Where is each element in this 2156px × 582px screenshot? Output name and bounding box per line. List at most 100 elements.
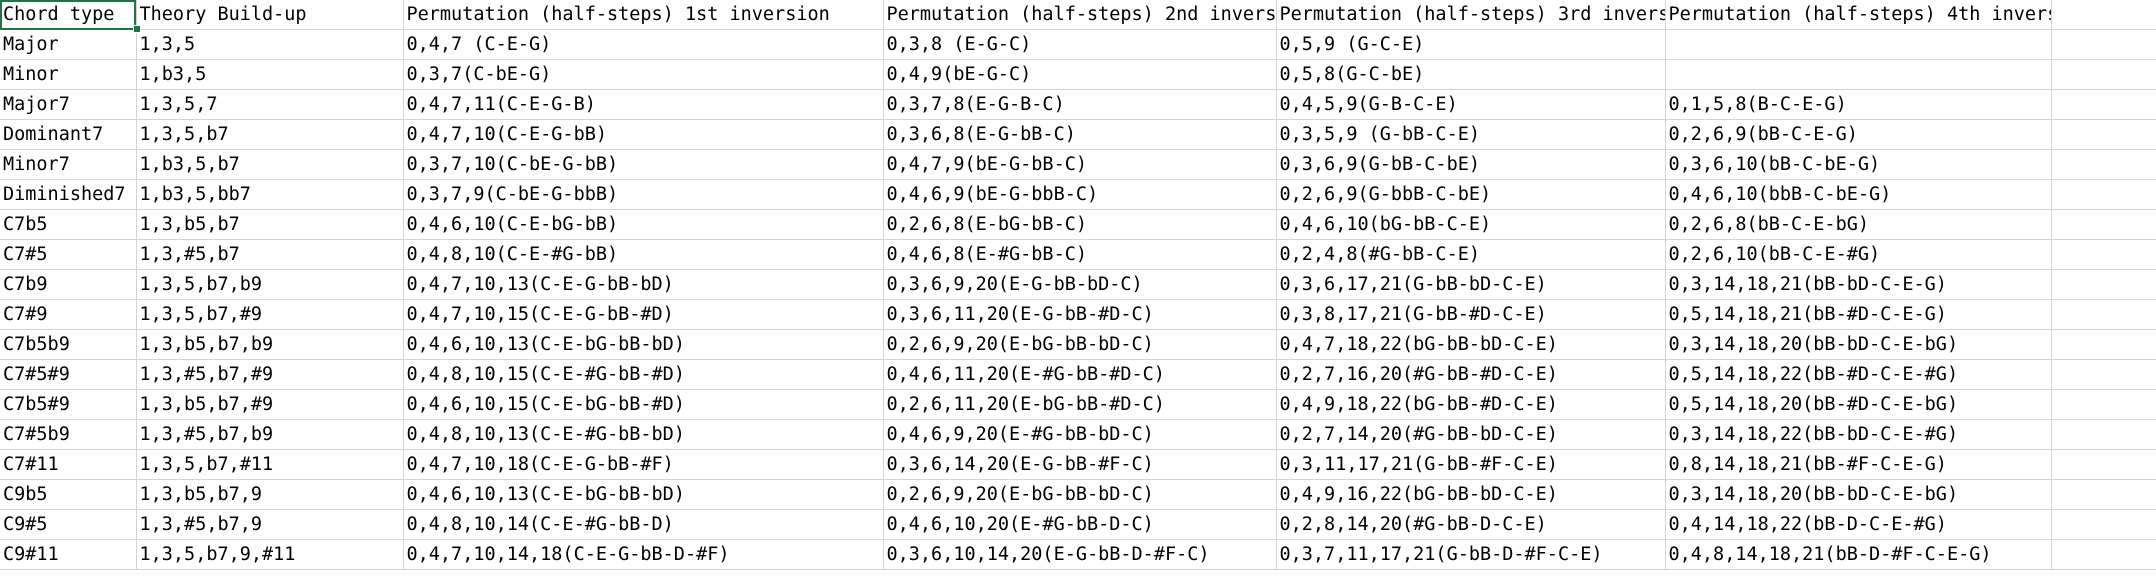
cell-inversion-1[interactable]: 0,4,6,10,15(C-E-bG-bB-#D) [403, 389, 884, 420]
cell-inversion-2[interactable]: 0,3,6,14,20(E-G-bB-#F-C) [883, 449, 1277, 480]
cell-inversion-1[interactable]: 0,4,7,10,18(C-E-G-bB-#F) [403, 449, 884, 480]
cell-inversion-3[interactable]: 0,3,11,17,21(G-bB-#F-C-E) [1276, 449, 1666, 480]
cell-theory-buildup[interactable]: 1,3,5,b7,b9 [136, 269, 404, 300]
cell-inversion-3[interactable]: 0,2,8,14,20(#G-bB-D-C-E) [1276, 509, 1666, 540]
cell-theory-buildup[interactable]: 1,3,5,b7,9,#11 [136, 539, 404, 570]
header-cell-inversion-2[interactable]: Permutation (half-steps) 2nd inversion [883, 0, 1277, 30]
cell-inversion-3[interactable]: 0,3,6,17,21(G-bB-bD-C-E) [1276, 269, 1666, 300]
cell-inversion-2[interactable]: 0,2,6,8(E-bG-bB-C) [883, 209, 1277, 240]
cell-chord-type[interactable]: C7b5 [0, 209, 137, 240]
cell-chord-type[interactable]: C7#9 [0, 299, 137, 330]
cell-inversion-4[interactable]: 0,2,6,10(bB-C-E-#G) [1665, 239, 2052, 270]
cell-inversion-3[interactable]: 0,4,7,18,22(bG-bB-bD-C-E) [1276, 329, 1666, 360]
cell-inversion-3[interactable]: 0,4,6,10(bG-bB-C-E) [1276, 209, 1666, 240]
cell-inversion-3[interactable]: 0,2,7,14,20(#G-bB-bD-C-E) [1276, 419, 1666, 450]
selection-fill-handle[interactable] [133, 25, 141, 33]
cell-inversion-3[interactable]: 0,5,9 (G-C-E) [1276, 29, 1666, 60]
cell-extra[interactable] [2051, 59, 2156, 90]
cell-inversion-3[interactable]: 0,3,7,11,17,21(G-bB-D-#F-C-E) [1276, 539, 1666, 570]
cell-chord-type[interactable]: Minor [0, 59, 137, 90]
cell-inversion-1[interactable]: 0,4,6,10,13(C-E-bG-bB-bD) [403, 479, 884, 510]
cell-theory-buildup[interactable]: 1,b3,5,bb7 [136, 179, 404, 210]
cell-inversion-2[interactable]: 0,3,8 (E-G-C) [883, 29, 1277, 60]
cell-chord-type[interactable]: Minor7 [0, 149, 137, 180]
cell-theory-buildup[interactable]: 1,3,5,b7 [136, 119, 404, 150]
cell-inversion-3[interactable]: 0,4,5,9(G-B-C-E) [1276, 89, 1666, 120]
cell-inversion-1[interactable]: 0,4,8,10,13(C-E-#G-bB-bD) [403, 419, 884, 450]
cell-extra[interactable] [2051, 89, 2156, 120]
cell-inversion-2[interactable]: 0,4,7,9(bE-G-bB-C) [883, 149, 1277, 180]
cell-extra[interactable] [2051, 29, 2156, 60]
cell-extra[interactable] [2051, 419, 2156, 450]
cell-extra[interactable] [2051, 239, 2156, 270]
cell-inversion-4[interactable]: 0,3,6,10(bB-C-bE-G) [1665, 149, 2052, 180]
cell-inversion-2[interactable]: 0,3,6,10,14,20(E-G-bB-D-#F-C) [883, 539, 1277, 570]
cell-theory-buildup[interactable]: 1,3,b5,b7,#9 [136, 389, 404, 420]
cell-theory-buildup[interactable]: 1,3,#5,b7 [136, 239, 404, 270]
cell-theory-buildup[interactable]: 1,3,b5,b7,9 [136, 479, 404, 510]
cell-inversion-1[interactable]: 0,4,8,10(C-E-#G-bB) [403, 239, 884, 270]
cell-inversion-2[interactable]: 0,4,6,11,20(E-#G-bB-#D-C) [883, 359, 1277, 390]
cell-inversion-2[interactable]: 0,3,6,11,20(E-G-bB-#D-C) [883, 299, 1277, 330]
cell-inversion-2[interactable]: 0,4,6,8(E-#G-bB-C) [883, 239, 1277, 270]
cell-chord-type[interactable]: Major7 [0, 89, 137, 120]
cell-chord-type[interactable]: C7#5b9 [0, 419, 137, 450]
cell-chord-type[interactable]: C9#11 [0, 539, 137, 570]
cell-inversion-4[interactable]: 0,3,14,18,20(bB-bD-C-E-bG) [1665, 479, 2052, 510]
cell-extra[interactable] [2051, 509, 2156, 540]
cell-inversion-2[interactable]: 0,4,6,9,20(E-#G-bB-bD-C) [883, 419, 1277, 450]
cell-extra[interactable] [2051, 149, 2156, 180]
cell-theory-buildup[interactable]: 1,3,b5,b7 [136, 209, 404, 240]
cell-inversion-4[interactable]: 0,5,14,18,20(bB-#D-C-E-bG) [1665, 389, 2052, 420]
cell-inversion-2[interactable]: 0,3,6,8(E-G-bB-C) [883, 119, 1277, 150]
cell-inversion-1[interactable]: 0,4,7,10(C-E-G-bB) [403, 119, 884, 150]
cell-chord-type[interactable]: Major [0, 29, 137, 60]
cell-chord-type[interactable]: Diminished7 [0, 179, 137, 210]
cell-theory-buildup[interactable]: 1,3,#5,b7,b9 [136, 419, 404, 450]
cell-inversion-2[interactable]: 0,2,6,9,20(E-bG-bB-bD-C) [883, 479, 1277, 510]
cell-extra[interactable] [2051, 269, 2156, 300]
cell-extra[interactable] [2051, 119, 2156, 150]
cell-inversion-1[interactable]: 0,4,7,11(C-E-G-B) [403, 89, 884, 120]
cell-inversion-4[interactable]: 0,3,14,18,20(bB-bD-C-E-bG) [1665, 329, 2052, 360]
cell-inversion-2[interactable]: 0,4,6,9(bE-G-bbB-C) [883, 179, 1277, 210]
cell-extra[interactable] [2051, 389, 2156, 420]
cell-inversion-1[interactable]: 0,4,7 (C-E-G) [403, 29, 884, 60]
cell-inversion-4[interactable]: 0,4,14,18,22(bB-D-C-E-#G) [1665, 509, 2052, 540]
cell-inversion-1[interactable]: 0,4,6,10(C-E-bG-bB) [403, 209, 884, 240]
cell-inversion-3[interactable]: 0,4,9,18,22(bG-bB-#D-C-E) [1276, 389, 1666, 420]
cell-inversion-2[interactable]: 0,3,6,9,20(E-G-bB-bD-C) [883, 269, 1277, 300]
cell-inversion-2[interactable]: 0,3,7,8(E-G-B-C) [883, 89, 1277, 120]
cell-inversion-1[interactable]: 0,4,8,10,15(C-E-#G-bB-#D) [403, 359, 884, 390]
cell-extra[interactable] [2051, 359, 2156, 390]
header-cell-chord-type[interactable]: Chord type [0, 0, 137, 30]
cell-extra[interactable] [2051, 179, 2156, 210]
cell-inversion-3[interactable]: 0,2,6,9(G-bbB-C-bE) [1276, 179, 1666, 210]
cell-chord-type[interactable]: C9b5 [0, 479, 137, 510]
cell-chord-type[interactable]: C7b9 [0, 269, 137, 300]
cell-inversion-2[interactable]: 0,2,6,11,20(E-bG-bB-#D-C) [883, 389, 1277, 420]
cell-inversion-3[interactable]: 0,4,9,16,22(bG-bB-bD-C-E) [1276, 479, 1666, 510]
cell-inversion-2[interactable]: 0,4,9(bE-G-C) [883, 59, 1277, 90]
cell-inversion-4[interactable] [1665, 59, 2052, 90]
header-cell-inversion-3[interactable]: Permutation (half-steps) 3rd inversion [1276, 0, 1666, 30]
cell-theory-buildup[interactable]: 1,3,#5,b7,9 [136, 509, 404, 540]
cell-extra[interactable] [2051, 329, 2156, 360]
cell-inversion-3[interactable]: 0,2,4,8(#G-bB-C-E) [1276, 239, 1666, 270]
cell-chord-type[interactable]: C7#11 [0, 449, 137, 480]
cell-inversion-1[interactable]: 0,4,7,10,13(C-E-G-bB-bD) [403, 269, 884, 300]
cell-inversion-1[interactable]: 0,4,8,10,14(C-E-#G-bB-D) [403, 509, 884, 540]
cell-inversion-4[interactable]: 0,3,14,18,22(bB-bD-C-E-#G) [1665, 419, 2052, 450]
cell-inversion-4[interactable]: 0,2,6,8(bB-C-E-bG) [1665, 209, 2052, 240]
header-cell-extra[interactable] [2051, 0, 2156, 30]
header-cell-theory-buildup[interactable]: Theory Build-up [136, 0, 404, 30]
cell-chord-type[interactable]: C7b5#9 [0, 389, 137, 420]
cell-inversion-4[interactable]: 0,5,14,18,22(bB-#D-C-E-#G) [1665, 359, 2052, 390]
cell-theory-buildup[interactable]: 1,3,5,b7,#11 [136, 449, 404, 480]
cell-inversion-2[interactable]: 0,2,6,9,20(E-bG-bB-bD-C) [883, 329, 1277, 360]
cell-inversion-1[interactable]: 0,4,6,10,13(C-E-bG-bB-bD) [403, 329, 884, 360]
cell-theory-buildup[interactable]: 1,3,5 [136, 29, 404, 60]
cell-chord-type[interactable]: C7#5 [0, 239, 137, 270]
cell-inversion-1[interactable]: 0,4,7,10,14,18(C-E-G-bB-D-#F) [403, 539, 884, 570]
cell-inversion-1[interactable]: 0,3,7,9(C-bE-G-bbB) [403, 179, 884, 210]
